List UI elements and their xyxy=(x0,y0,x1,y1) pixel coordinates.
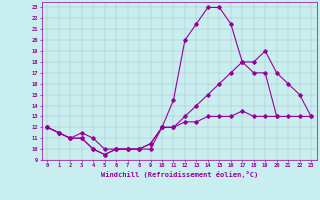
X-axis label: Windchill (Refroidissement éolien,°C): Windchill (Refroidissement éolien,°C) xyxy=(100,171,258,178)
